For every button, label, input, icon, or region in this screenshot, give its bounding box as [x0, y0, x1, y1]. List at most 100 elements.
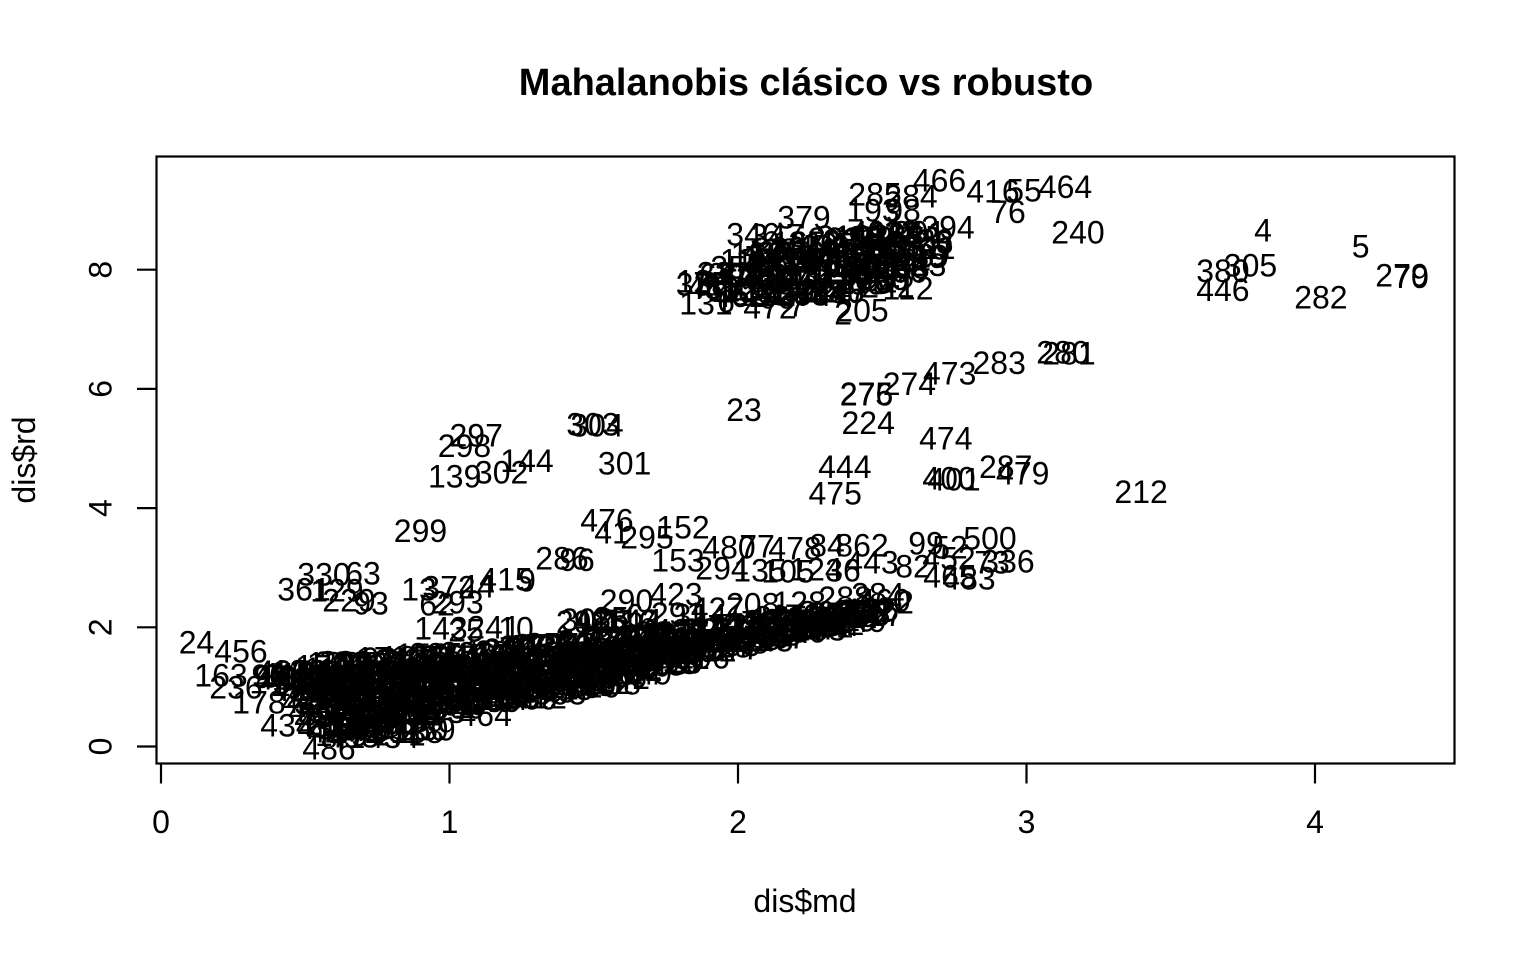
- svg-text:80: 80: [631, 639, 667, 675]
- svg-text:434: 434: [366, 719, 419, 755]
- svg-text:268: 268: [553, 645, 606, 681]
- svg-text:124: 124: [608, 655, 661, 691]
- svg-text:124: 124: [789, 552, 842, 588]
- svg-text:225: 225: [403, 684, 456, 720]
- svg-text:201: 201: [892, 214, 945, 250]
- svg-text:42: 42: [794, 272, 830, 308]
- svg-text:97: 97: [336, 646, 372, 682]
- svg-text:192: 192: [527, 640, 580, 676]
- svg-text:437: 437: [423, 676, 476, 712]
- svg-text:281: 281: [329, 691, 382, 727]
- svg-text:99: 99: [479, 637, 515, 673]
- svg-text:263: 263: [310, 661, 363, 697]
- svg-text:120: 120: [806, 254, 859, 290]
- svg-text:313: 313: [788, 225, 841, 261]
- svg-text:29: 29: [506, 656, 542, 692]
- svg-text:292: 292: [811, 606, 864, 642]
- svg-text:382: 382: [688, 623, 741, 659]
- svg-text:267: 267: [339, 646, 392, 682]
- svg-text:306: 306: [431, 690, 484, 726]
- svg-text:341: 341: [365, 655, 418, 691]
- svg-text:466: 466: [594, 659, 647, 695]
- svg-text:326: 326: [804, 255, 857, 291]
- svg-text:350: 350: [539, 629, 592, 665]
- svg-text:2: 2: [814, 255, 832, 291]
- svg-text:284: 284: [532, 638, 585, 674]
- svg-text:193: 193: [673, 632, 726, 668]
- svg-text:26: 26: [918, 223, 954, 259]
- svg-text:375: 375: [663, 623, 716, 659]
- svg-text:274: 274: [883, 366, 936, 402]
- svg-text:112: 112: [264, 657, 315, 693]
- svg-text:21: 21: [920, 230, 956, 266]
- svg-text:192: 192: [474, 635, 527, 671]
- svg-text:244: 244: [343, 667, 396, 703]
- svg-text:62: 62: [682, 612, 718, 648]
- svg-text:18: 18: [743, 606, 779, 642]
- svg-text:49: 49: [327, 684, 363, 720]
- svg-text:444: 444: [818, 449, 871, 485]
- svg-text:128: 128: [708, 608, 761, 644]
- svg-text:143: 143: [414, 611, 467, 647]
- svg-text:285: 285: [848, 177, 901, 213]
- svg-text:182: 182: [580, 665, 633, 701]
- svg-text:434: 434: [656, 615, 709, 651]
- svg-text:481: 481: [506, 669, 559, 705]
- svg-text:2: 2: [801, 229, 819, 265]
- svg-text:258: 258: [737, 615, 790, 651]
- svg-text:97: 97: [254, 659, 290, 695]
- svg-text:262: 262: [341, 690, 394, 726]
- svg-text:168: 168: [731, 236, 784, 272]
- svg-text:333: 333: [311, 708, 364, 744]
- svg-text:130: 130: [465, 633, 518, 669]
- svg-text:212: 212: [1114, 474, 1167, 510]
- svg-text:345: 345: [523, 674, 576, 710]
- svg-text:224: 224: [842, 405, 895, 441]
- svg-text:242: 242: [341, 680, 394, 716]
- svg-text:49: 49: [509, 645, 545, 681]
- svg-text:135: 135: [733, 553, 786, 589]
- svg-text:110: 110: [742, 277, 793, 313]
- svg-text:472: 472: [743, 290, 796, 326]
- svg-text:303: 303: [458, 644, 511, 680]
- svg-text:304: 304: [646, 638, 699, 674]
- svg-text:210: 210: [619, 628, 672, 664]
- svg-text:483: 483: [392, 684, 445, 720]
- svg-text:474: 474: [452, 637, 505, 673]
- svg-text:390: 390: [667, 623, 720, 659]
- svg-text:466: 466: [913, 163, 966, 199]
- svg-text:288: 288: [818, 580, 871, 616]
- svg-text:388: 388: [823, 223, 876, 259]
- svg-text:276: 276: [840, 377, 893, 413]
- svg-text:168: 168: [608, 633, 661, 669]
- svg-text:144: 144: [516, 662, 569, 698]
- svg-text:308: 308: [708, 256, 761, 292]
- svg-text:16: 16: [472, 668, 508, 704]
- svg-text:50: 50: [353, 711, 389, 747]
- svg-text:161: 161: [532, 648, 585, 684]
- svg-text:366: 366: [490, 644, 543, 680]
- svg-text:423: 423: [893, 247, 946, 283]
- svg-text:279: 279: [1375, 258, 1428, 294]
- svg-text:86: 86: [519, 656, 555, 692]
- svg-text:250: 250: [761, 275, 814, 311]
- svg-text:143: 143: [346, 698, 399, 734]
- svg-text:107: 107: [785, 246, 838, 282]
- svg-text:197: 197: [321, 707, 374, 743]
- svg-text:242: 242: [483, 632, 536, 668]
- svg-text:446: 446: [1196, 272, 1249, 308]
- svg-text:295: 295: [620, 520, 673, 556]
- svg-text:358: 358: [679, 623, 732, 659]
- svg-text:256: 256: [443, 650, 496, 686]
- svg-text:210: 210: [548, 669, 601, 705]
- svg-text:2: 2: [83, 618, 119, 636]
- svg-text:484: 484: [479, 660, 532, 696]
- svg-text:477: 477: [690, 609, 743, 645]
- svg-text:132: 132: [588, 654, 641, 690]
- svg-text:347: 347: [614, 643, 667, 679]
- svg-text:306: 306: [874, 254, 927, 290]
- svg-text:460: 460: [857, 583, 910, 619]
- svg-text:386: 386: [463, 655, 516, 691]
- svg-text:93: 93: [362, 641, 398, 677]
- svg-text:84: 84: [504, 630, 540, 666]
